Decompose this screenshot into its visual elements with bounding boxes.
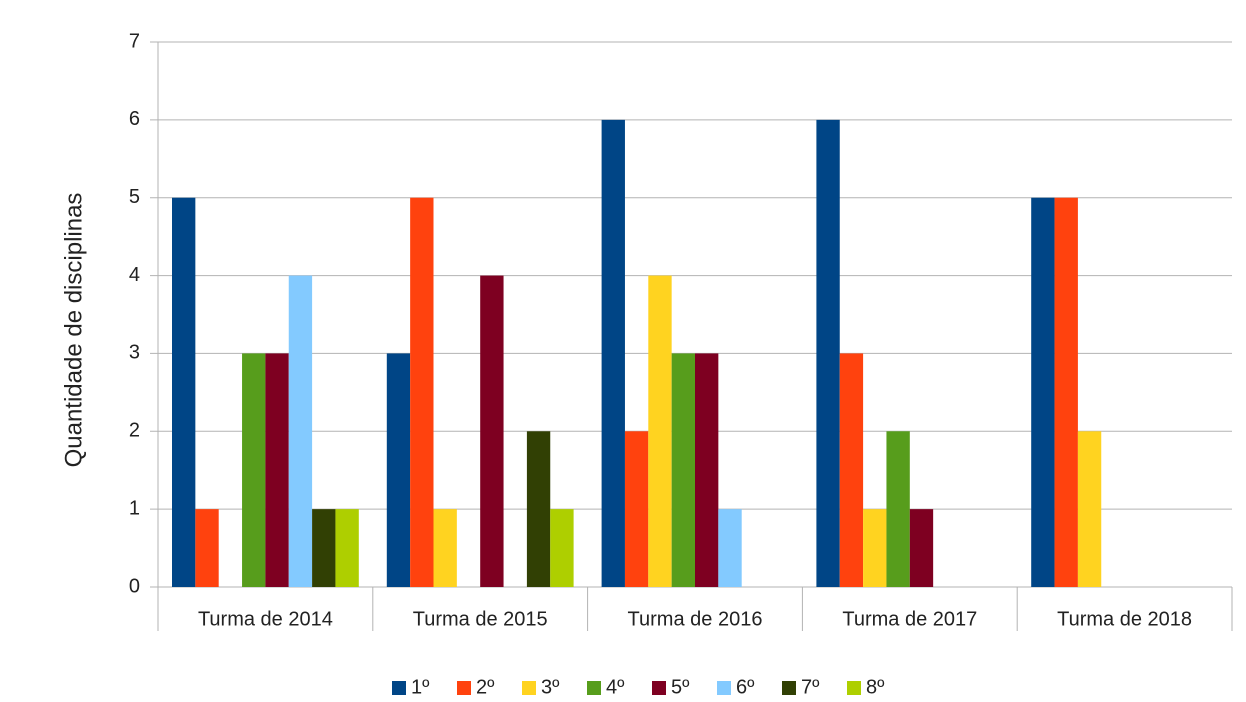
bar xyxy=(312,509,336,587)
legend-swatch xyxy=(652,681,666,695)
legend-label: 3º xyxy=(541,676,560,698)
bar xyxy=(195,509,219,587)
y-tick-label: 5 xyxy=(129,186,140,208)
bar xyxy=(695,353,719,587)
bar xyxy=(526,431,551,587)
bar xyxy=(839,353,864,587)
legend-swatch xyxy=(522,681,536,695)
legend-label: 2º xyxy=(476,676,495,698)
legend-label: 4º xyxy=(606,676,625,698)
x-tick-label: Turma de 2016 xyxy=(628,608,763,630)
legend-label: 5º xyxy=(671,676,690,698)
bar xyxy=(624,431,649,587)
bar xyxy=(648,275,672,587)
bar xyxy=(816,119,840,587)
bar xyxy=(1031,197,1055,587)
y-tick-label: 7 xyxy=(129,30,140,52)
bar xyxy=(550,509,574,587)
x-tick-label: Turma de 2015 xyxy=(413,608,548,630)
x-tick-label: Turma de 2018 xyxy=(1057,608,1192,630)
legend-swatch xyxy=(782,681,796,695)
bar xyxy=(718,509,742,587)
legend-label: 1º xyxy=(411,676,430,698)
bar xyxy=(671,353,695,587)
legend-label: 6º xyxy=(736,676,755,698)
legend-swatch xyxy=(717,681,731,695)
y-tick-label: 3 xyxy=(129,342,140,364)
y-tick-label: 4 xyxy=(129,264,140,286)
bar xyxy=(601,119,625,587)
bar xyxy=(335,509,359,587)
y-tick-label: 6 xyxy=(129,108,140,130)
legend-swatch xyxy=(847,681,861,695)
legend-label: 7º xyxy=(801,676,820,698)
bar xyxy=(172,197,196,587)
bar xyxy=(863,509,887,587)
bar xyxy=(480,275,504,587)
bar xyxy=(410,197,434,587)
y-tick-label: 2 xyxy=(129,420,140,442)
bar xyxy=(886,431,910,587)
y-tick-label: 0 xyxy=(129,575,140,597)
x-tick-label: Turma de 2014 xyxy=(198,608,333,630)
bar xyxy=(265,353,289,587)
bar xyxy=(909,509,934,587)
y-axis-label: Quantidade de disciplinas xyxy=(60,193,87,468)
bar xyxy=(288,275,313,587)
bar xyxy=(433,509,457,587)
legend-swatch xyxy=(457,681,471,695)
legend-label: 8º xyxy=(866,676,885,698)
y-tick-label: 1 xyxy=(129,497,140,519)
bar xyxy=(242,353,266,587)
bar xyxy=(1077,431,1102,587)
legend-swatch xyxy=(392,681,406,695)
legend-swatch xyxy=(587,681,601,695)
bar xyxy=(1054,197,1078,587)
bar xyxy=(386,353,411,587)
x-tick-label: Turma de 2017 xyxy=(842,608,977,630)
